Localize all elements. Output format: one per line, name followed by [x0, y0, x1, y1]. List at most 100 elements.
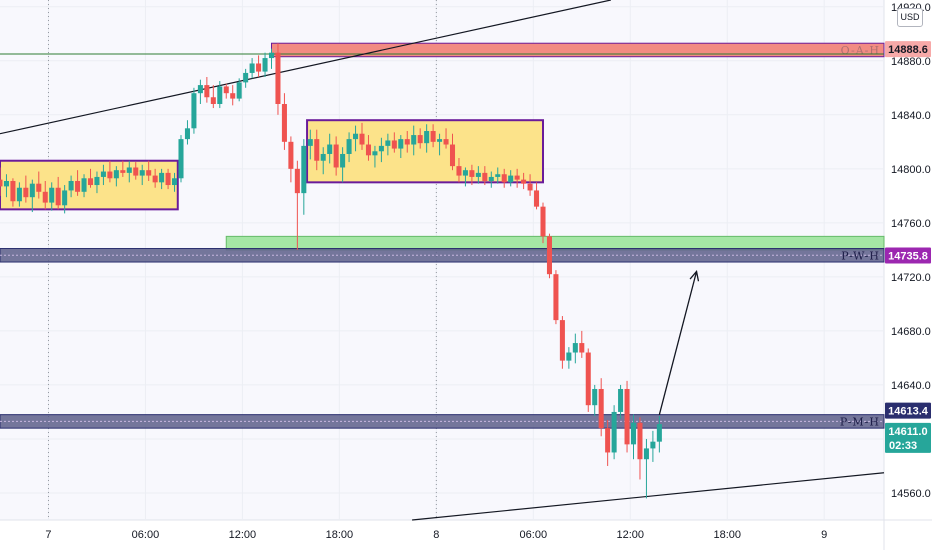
projection-arrow: [658, 271, 698, 415]
candle-body-up: [592, 388, 598, 406]
candle-body-up: [249, 63, 255, 73]
candle-body-up: [16, 187, 22, 202]
candle-body-down: [36, 183, 42, 192]
resistance-zone-label: O-A-H: [841, 44, 880, 57]
candle-body-down: [333, 144, 339, 168]
candle-body-down: [152, 175, 158, 183]
candle-body-down: [230, 93, 236, 99]
candle-body-down: [546, 236, 552, 275]
candle-body-down: [579, 343, 585, 353]
candle-body-up: [488, 176, 494, 181]
pmh-price-tag-text: 14613.4: [888, 406, 929, 418]
candle-body-down: [165, 172, 171, 186]
candle-body-up: [178, 139, 184, 179]
y-tick-label: 14800.0: [891, 164, 931, 176]
candle-body-up: [327, 144, 333, 154]
y-tick-label: 14680.0: [891, 326, 931, 338]
candle-body-down: [404, 139, 410, 145]
candle-body-down: [120, 170, 126, 173]
candle-body-down: [256, 63, 262, 72]
candle-body-up: [94, 176, 100, 186]
candle-body-up: [618, 388, 624, 412]
candle-body-down: [456, 166, 462, 176]
pwh-price-tag: [885, 247, 931, 264]
y-tick-label: 14880.0: [891, 56, 931, 68]
pwh-price-tag-text: 14735.8: [888, 251, 928, 263]
candle-body-up: [100, 171, 106, 177]
candle-body-down: [443, 139, 449, 145]
candle-body-up: [29, 183, 35, 198]
x-tick-label: 06:00: [520, 529, 548, 541]
candle-body-up: [508, 175, 514, 183]
candle-body-up: [139, 170, 145, 176]
candle-body-up: [340, 153, 346, 168]
candle-body-up: [372, 151, 378, 156]
candle-body-up: [262, 58, 268, 72]
candle-body-up: [236, 82, 242, 99]
candle-body-up: [462, 170, 468, 176]
candle-body-up: [566, 352, 572, 361]
upper-channel-line: [0, 0, 612, 135]
candle-body-up: [353, 133, 359, 140]
candle-body-down: [391, 140, 397, 149]
candle-body-down: [281, 104, 287, 142]
price-axis-panel: [884, 0, 932, 550]
candle-body-down: [482, 172, 488, 181]
candle-body-up: [572, 343, 578, 353]
candle-body-up: [385, 140, 391, 146]
candle-body-down: [527, 183, 533, 191]
y-tick-label: 14840.0: [891, 110, 931, 122]
candle-body-down: [75, 180, 81, 192]
candle-body-down: [521, 179, 527, 184]
x-tick-label: 7: [45, 529, 51, 541]
candle-body-up: [643, 448, 649, 460]
candle-body-down: [553, 274, 559, 321]
candle-body-up: [217, 86, 223, 104]
candle-body-up: [307, 139, 313, 146]
candle-body-up: [495, 174, 501, 177]
y-tick-label: 14560.0: [891, 488, 931, 500]
prior-week-high-zone-label: P-W-H: [841, 249, 880, 262]
candle-body-up: [630, 422, 637, 445]
candle-body-down: [359, 133, 365, 145]
pmh-price-tag: [885, 402, 931, 419]
lower-channel-line: [412, 472, 885, 521]
candle-body-down: [10, 180, 16, 202]
x-tick-label: 9: [821, 529, 827, 541]
candle-body-down: [534, 190, 540, 207]
candle-body-down: [624, 388, 630, 445]
last-price-tag: [885, 422, 931, 453]
candle-body-down: [314, 139, 320, 161]
candle-body-up: [126, 167, 132, 173]
candle-body-up: [191, 93, 197, 129]
candle-body-up: [346, 139, 352, 154]
candle-body-up: [113, 170, 119, 179]
candle-body-up: [268, 52, 275, 59]
candle-body-up: [68, 180, 74, 191]
candle-body-down: [449, 144, 456, 167]
consolidation-zone-2: [306, 119, 545, 184]
y-tick-label: 14640.0: [891, 380, 931, 392]
y-tick-label: 14720.0: [891, 272, 931, 284]
candle-body-down: [223, 86, 229, 94]
candle-body-up: [243, 72, 249, 83]
candle-body-down: [275, 52, 281, 104]
candle-body-down: [210, 97, 216, 104]
candle-body-up: [301, 145, 307, 194]
candle-body-down: [430, 131, 436, 142]
candle-body-down: [23, 187, 29, 198]
candle-body-up: [159, 172, 165, 183]
currency-button[interactable]: USD: [897, 8, 923, 27]
oah-price-tag: [885, 41, 931, 58]
projection-arrow-head: [689, 270, 700, 282]
candle-body-down: [294, 168, 300, 194]
support-zone-green: [225, 235, 885, 251]
candle-body-down: [365, 144, 371, 156]
x-tick-label: 18:00: [326, 529, 354, 541]
candle-body-down: [55, 187, 61, 206]
candle-body-down: [417, 135, 423, 144]
candle-body-down: [540, 206, 546, 237]
candle-body-down: [204, 85, 210, 98]
